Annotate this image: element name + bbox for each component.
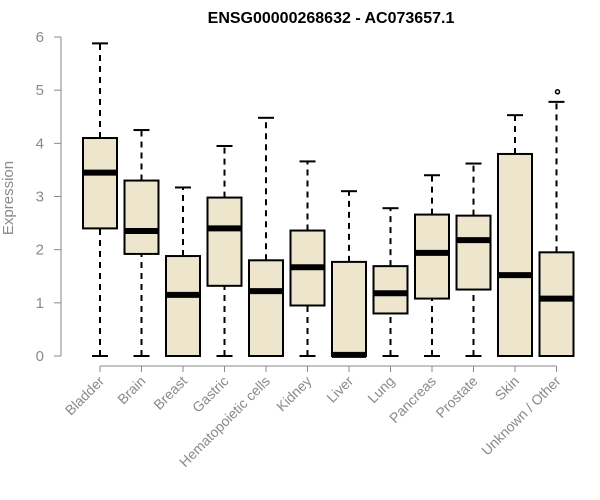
x-category-label: Brain [114,373,148,407]
iqr-box [455,214,492,291]
x-category-label: Unknown / Other [478,373,564,459]
chart-title: ENSG00000268632 - AC073657.1 [208,10,455,27]
x-category-label: Breast [150,373,190,413]
x-category-label: Lung [364,373,397,406]
outlier-point [554,89,561,95]
y-tick-label: 4 [36,135,44,152]
iqr-box [497,152,533,357]
box-lung [372,207,409,357]
iqr-box [331,260,367,357]
box-kidney [289,160,326,357]
iqr-box [82,137,118,230]
box-gastric [206,144,243,357]
y-tick-label: 6 [36,29,44,46]
box-bladder [82,42,118,357]
box-unknown-other [538,89,575,357]
y-axis-label: Expression [0,161,17,235]
box-hematopoietic-cells [248,116,284,357]
y-axis: 0 1 2 3 4 5 6 [36,29,62,365]
iqr-box [372,265,409,315]
y-tick-label: 1 [36,295,44,312]
iqr-box [414,213,450,300]
box-liver [331,190,367,358]
iqr-box [165,255,201,357]
plot-area [82,42,575,358]
x-category-label: Bladder [62,373,108,419]
box-skin [497,114,533,357]
y-tick-label: 5 [36,82,44,99]
x-category-label: Prostate [432,373,480,421]
y-tick-label: 2 [36,242,44,259]
box-brain [123,129,160,357]
box-prostate [455,162,492,357]
iqr-box [248,259,284,357]
box-breast [165,186,201,357]
y-tick-label: 0 [36,348,44,365]
iqr-box [538,251,575,357]
y-tick-label: 3 [36,189,44,206]
x-category-label: Liver [323,373,356,406]
iqr-box [123,179,160,255]
box-pancreas [414,174,450,357]
x-category-label: Kidney [273,373,315,415]
iqr-box [206,196,243,287]
x-category-label: Skin [492,373,523,404]
